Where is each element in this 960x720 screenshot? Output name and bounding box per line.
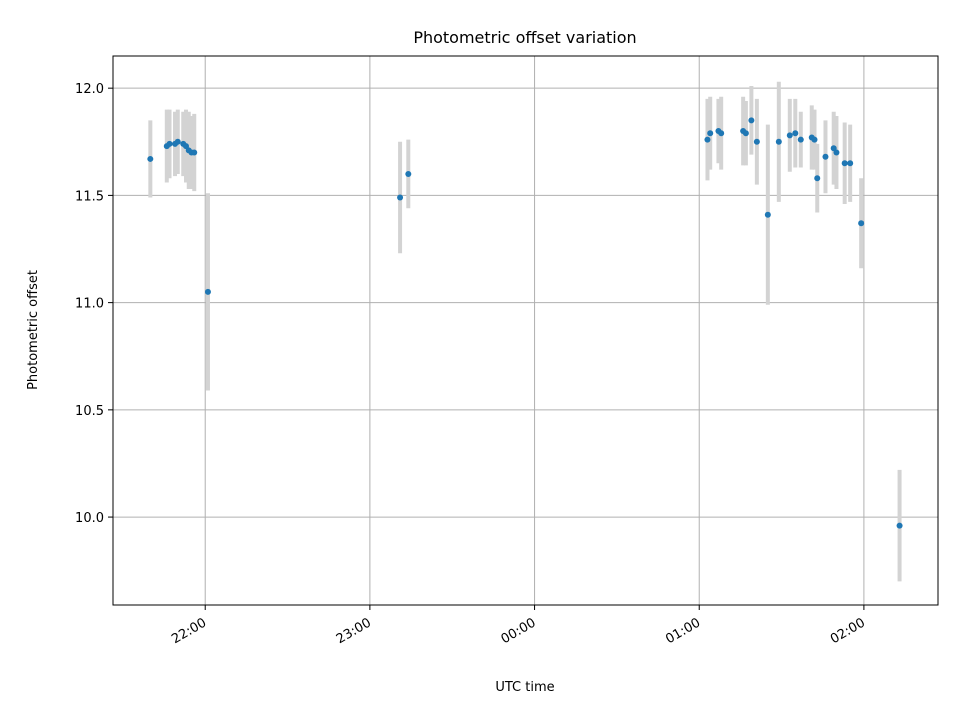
y-tick-label: 11.0 bbox=[75, 297, 104, 312]
data-point bbox=[183, 143, 190, 150]
data-point bbox=[718, 130, 725, 137]
grid-lines bbox=[113, 56, 938, 605]
y-tick-label: 10.5 bbox=[75, 404, 104, 419]
data-point bbox=[786, 132, 793, 139]
data-point bbox=[753, 138, 760, 145]
data-point bbox=[748, 117, 755, 124]
data-point bbox=[792, 130, 799, 137]
data-point bbox=[147, 155, 154, 162]
data-point bbox=[704, 136, 711, 143]
data-point bbox=[811, 136, 818, 143]
data-points bbox=[147, 117, 903, 529]
data-point bbox=[405, 170, 412, 177]
y-axis-label: Photometric offset bbox=[26, 270, 41, 390]
data-point bbox=[814, 175, 821, 182]
data-point bbox=[166, 140, 173, 147]
chart-title: Photometric offset variation bbox=[413, 28, 636, 47]
data-point bbox=[797, 136, 804, 143]
data-point bbox=[707, 130, 714, 137]
y-tick-label: 10.0 bbox=[75, 511, 104, 526]
data-point bbox=[841, 160, 848, 167]
x-axis-label: UTC time bbox=[495, 680, 554, 695]
data-point bbox=[830, 145, 837, 152]
data-point bbox=[822, 153, 829, 160]
data-point bbox=[742, 130, 749, 137]
data-point bbox=[833, 149, 840, 156]
plot-frame bbox=[112, 55, 939, 606]
data-point bbox=[847, 160, 854, 167]
data-point bbox=[174, 138, 181, 145]
data-point bbox=[896, 522, 903, 529]
data-point bbox=[204, 288, 211, 295]
data-point bbox=[764, 211, 771, 218]
y-axis-ticks: 10.0 10.5 11.0 11.5 12.0 bbox=[75, 82, 113, 526]
data-point bbox=[775, 138, 782, 145]
data-point bbox=[858, 220, 865, 227]
data-point bbox=[191, 149, 198, 156]
y-tick-label: 12.0 bbox=[75, 82, 104, 97]
y-tick-label: 11.5 bbox=[75, 189, 104, 204]
data-point bbox=[397, 194, 404, 201]
